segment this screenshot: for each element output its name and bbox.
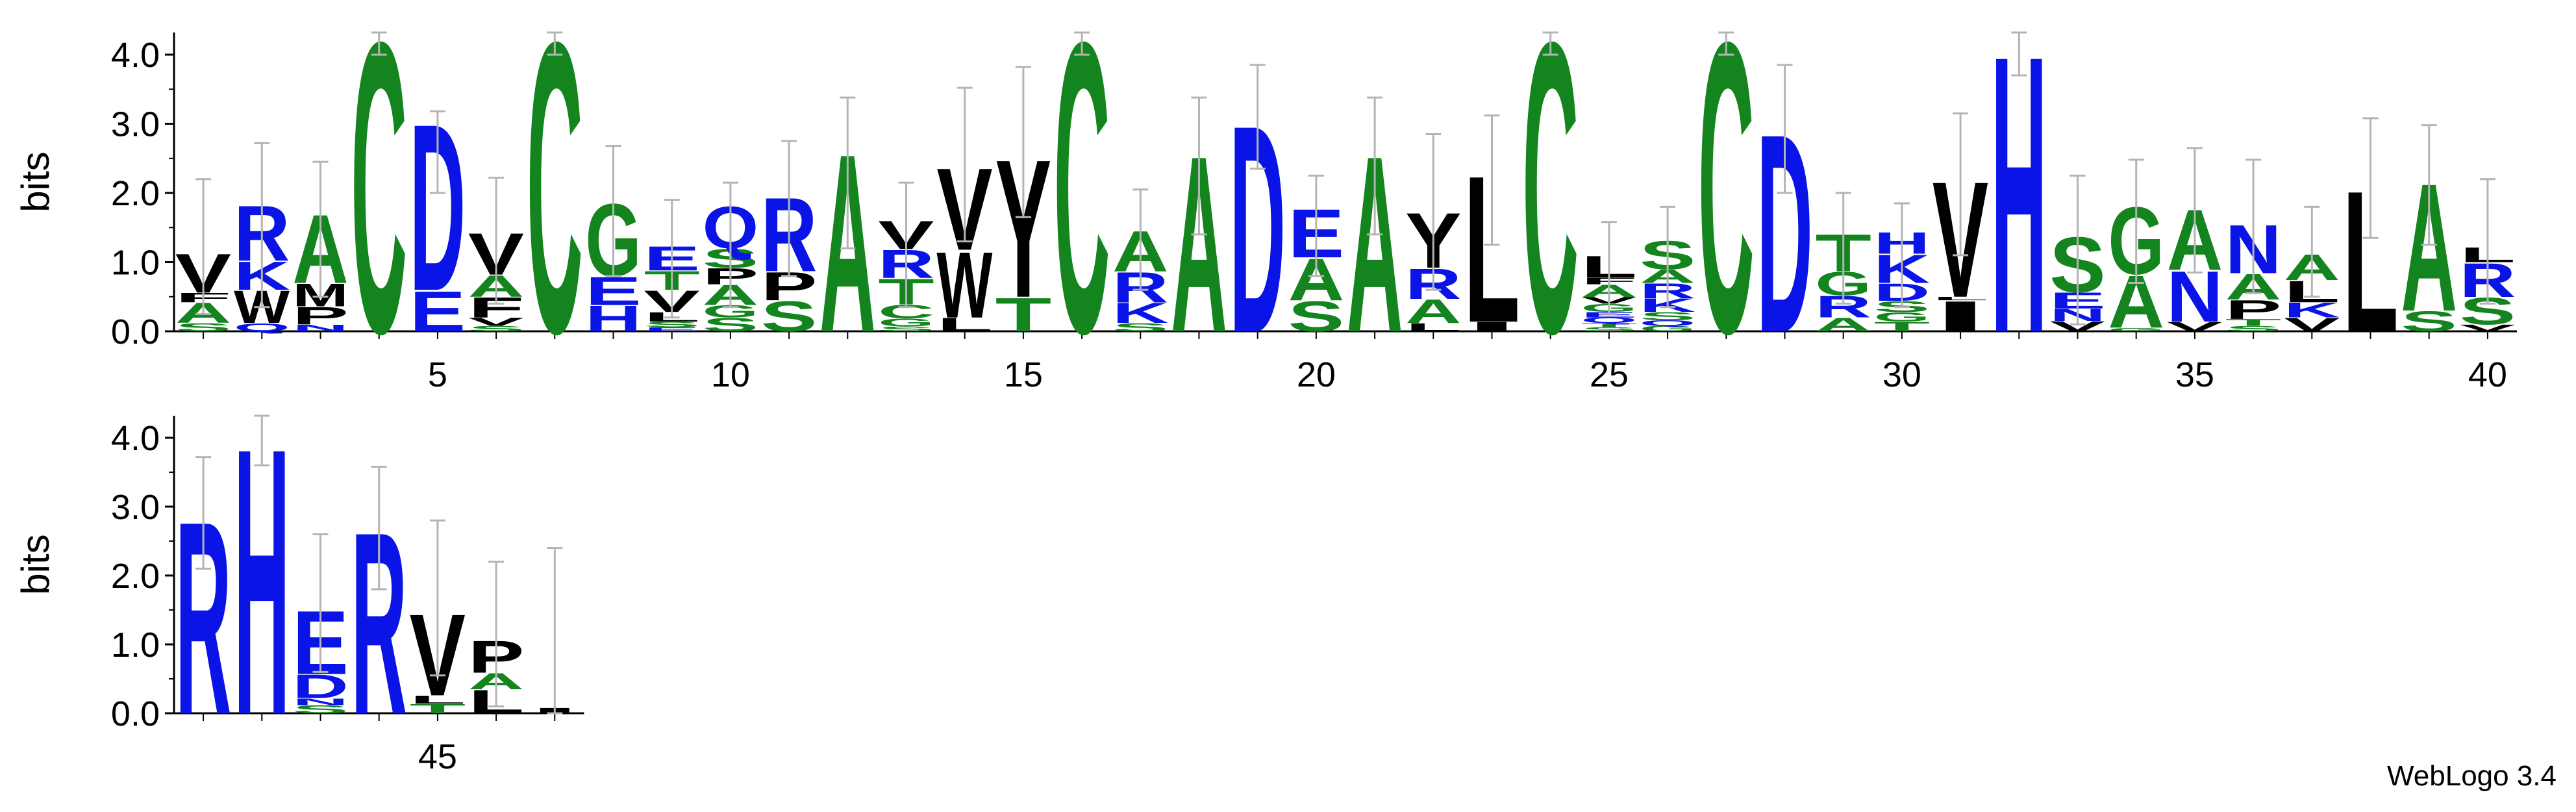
- logo-letter-S: S: [1581, 326, 1638, 333]
- logo-letter-G: G: [1640, 324, 1696, 333]
- y-tick-label: 1.0: [111, 626, 160, 665]
- logo-letter-C: C: [527, 0, 583, 420]
- logo-letter-S: S: [175, 321, 232, 334]
- x-tick-label: 35: [2175, 355, 2214, 394]
- logo-letter-A: A: [1815, 314, 1871, 335]
- logo-letter-V: V: [2460, 323, 2516, 333]
- logo-letter-T: T: [1581, 322, 1638, 329]
- logo-letter-Q: Q: [1581, 316, 1638, 324]
- logo-letter-I: I: [1464, 319, 1520, 334]
- y-tick-label: 0.0: [111, 694, 160, 733]
- y-tick-label: 2.0: [111, 557, 160, 596]
- x-tick-label: 20: [1297, 355, 1336, 394]
- logo-letter-S: S: [292, 703, 349, 716]
- logo-letter-C: C: [1698, 0, 1755, 420]
- y-tick-label: 4.0: [111, 419, 160, 458]
- logo-letter-S: S: [2401, 305, 2457, 338]
- x-tick-label: 10: [711, 355, 750, 394]
- logo-letter-V: V: [2284, 314, 2340, 335]
- y-tick-label: 3.0: [111, 105, 160, 144]
- logo-letter-G: G: [1874, 309, 1931, 324]
- weblogo-version-label: WebLogo 3.4: [2387, 760, 2557, 792]
- logo-letter-L: L: [410, 693, 466, 706]
- logo-letter-D: D: [292, 668, 349, 705]
- logo-letter-S: S: [878, 325, 934, 333]
- logo-letter-V: V: [468, 315, 524, 328]
- logo-letter-S: S: [1640, 310, 1696, 323]
- logo-letter-S: S: [644, 320, 700, 329]
- logo-letter-T: T: [1874, 319, 1931, 334]
- logo-letter-G: G: [878, 316, 934, 329]
- logo-letter-K: K: [1112, 297, 1169, 329]
- logo-letter-L: L: [936, 314, 993, 335]
- logo-letter-V: V: [2167, 319, 2223, 334]
- logo-letter-T: T: [410, 701, 466, 716]
- logo-panel-positions-41-47: 0.01.02.03.04.0bits45RHSNDERTLVLAPI: [14, 368, 584, 794]
- logo-letter-S: S: [2225, 324, 2282, 333]
- x-tick-label: 25: [1590, 355, 1629, 394]
- y-tick-label: 1.0: [111, 244, 160, 283]
- logo-letter-I: I: [1932, 292, 1989, 340]
- logo-letter-L: L: [1405, 321, 1462, 334]
- x-tick-label: 40: [2468, 355, 2507, 394]
- logo-letter-E: E: [410, 279, 466, 344]
- logo-letter-N: N: [292, 696, 349, 707]
- logo-letter-S: S: [761, 292, 818, 340]
- logo-letter-E: E: [644, 326, 700, 333]
- logo-letter-G: G: [2108, 327, 2164, 332]
- x-tick-label: 45: [418, 737, 457, 776]
- y-tick-label: 0.0: [111, 312, 160, 351]
- y-axis-label: bits: [14, 534, 57, 594]
- y-tick-label: 2.0: [111, 174, 160, 213]
- logo-panel-positions-1-40: 0.01.02.03.04.0bits510152025303540SAFVQW…: [14, 0, 2517, 420]
- logo-letter-C: C: [1054, 0, 1110, 420]
- y-axis-label: bits: [14, 151, 57, 212]
- logo-letter-A: A: [1405, 292, 1462, 330]
- logo-letter-K: K: [2284, 298, 2340, 322]
- logo-letter-T: T: [2225, 317, 2282, 327]
- x-tick-label: 15: [1004, 355, 1043, 394]
- x-tick-label: 5: [428, 355, 447, 394]
- logo-letter-H: H: [585, 298, 642, 339]
- logo-letter-Q: Q: [1640, 319, 1696, 327]
- logo-letter-L: L: [1932, 296, 1989, 301]
- logo-letter-S: S: [1288, 292, 1345, 340]
- y-tick-label: 3.0: [111, 488, 160, 527]
- logo-letter-S: S: [703, 314, 759, 335]
- logo-letter-C: C: [1522, 0, 1579, 420]
- logo-letter-T: T: [995, 288, 1052, 341]
- x-tick-label: 30: [1882, 355, 1921, 394]
- logo-letter-Q: Q: [234, 321, 290, 334]
- y-tick-label: 4.0: [111, 36, 160, 75]
- logo-letter-W: W: [936, 232, 993, 338]
- logo-letter-N: N: [292, 323, 349, 333]
- logo-letter-P: P: [2225, 295, 2282, 325]
- logo-letter-S: S: [1112, 321, 1169, 334]
- logo-letter-C: C: [351, 0, 407, 420]
- logo-letter-S: S: [468, 324, 525, 333]
- logo-letter-P: P: [292, 302, 349, 330]
